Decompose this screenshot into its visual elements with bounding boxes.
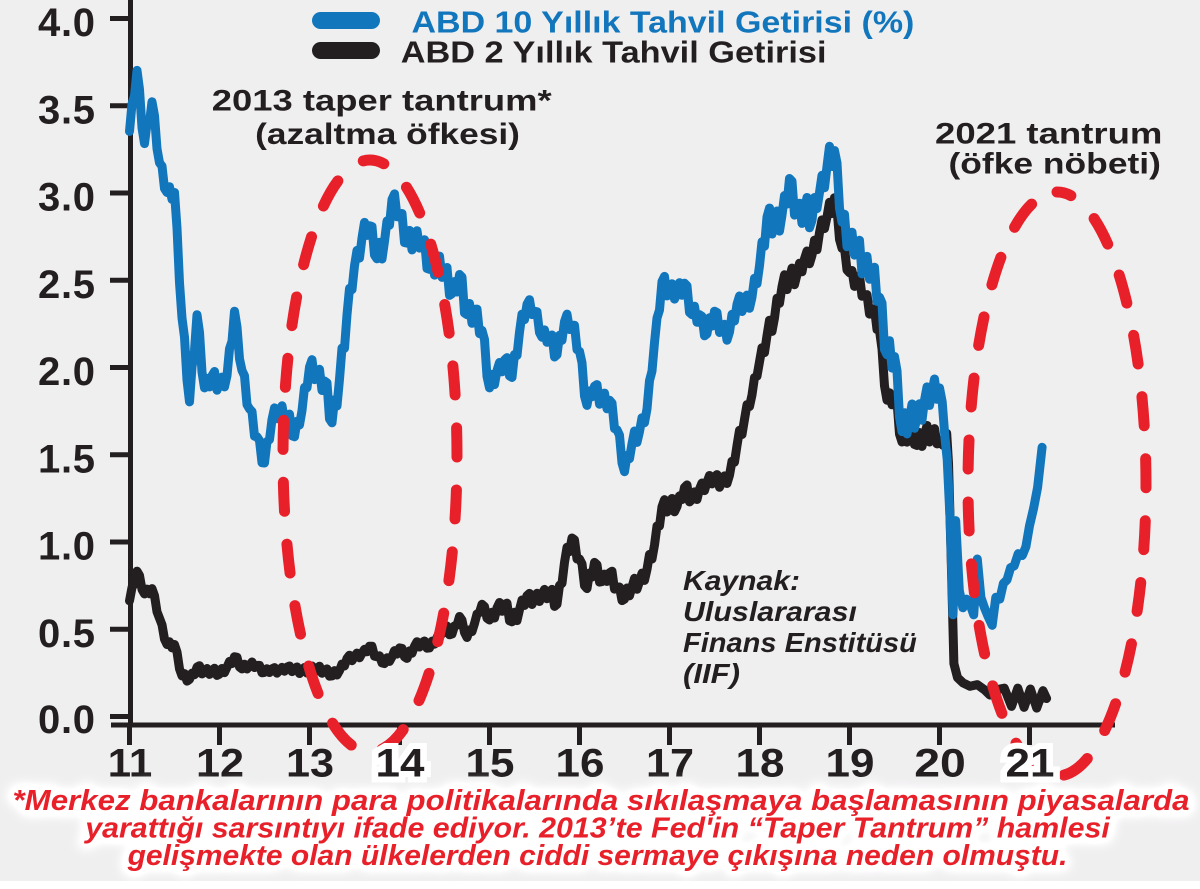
svg-text:ABD 10 Yıllık Tahvil Getirisi: ABD 10 Yıllık Tahvil Getirisi (%) [412, 5, 915, 39]
svg-text:15: 15 [466, 740, 515, 785]
svg-text:gelişmekte olan ülkelerden cid: gelişmekte olan ülkelerden ciddi sermaye… [127, 841, 1068, 872]
svg-text:13: 13 [286, 740, 334, 785]
svg-text:16: 16 [556, 740, 605, 785]
svg-text:21: 21 [1006, 740, 1055, 785]
svg-text:1.5: 1.5 [38, 437, 95, 481]
svg-text:0.5: 0.5 [38, 612, 95, 656]
svg-text:*Merkez bankalarının para poli: *Merkez bankalarının para politikalarınd… [13, 785, 1190, 816]
svg-text:20: 20 [914, 741, 966, 785]
svg-text:18: 18 [736, 740, 785, 785]
svg-text:2.0: 2.0 [38, 350, 95, 394]
svg-text:3.0: 3.0 [38, 176, 95, 220]
svg-text:yarattığı sarsıntıyı ifade edi: yarattığı sarsıntıyı ifade ediyor. 2013’… [83, 812, 1110, 844]
svg-text:19: 19 [826, 740, 875, 785]
svg-text:Kaynak:: Kaynak: [683, 566, 800, 597]
svg-text:3.5: 3.5 [38, 88, 95, 132]
svg-text:14: 14 [376, 740, 426, 785]
svg-text:11: 11 [108, 740, 152, 785]
svg-text:(IIF): (IIF) [683, 658, 740, 689]
svg-text:Finans Enstitüsü: Finans Enstitüsü [683, 627, 917, 658]
svg-text:(öfke nöbeti): (öfke nöbeti) [948, 146, 1160, 180]
svg-text:0.0: 0.0 [38, 698, 95, 742]
svg-text:2021 tantrum: 2021 tantrum [935, 117, 1162, 150]
svg-text:*Merkez bankalarının para poli: *Merkez bankalarının para politikalarınd… [13, 785, 1190, 816]
svg-text:2013 taper tantrum*: 2013 taper tantrum* [212, 84, 552, 117]
svg-text:yarattığı sarsıntıyı ifade edi: yarattığı sarsıntıyı ifade ediyor. 2013’… [83, 812, 1110, 844]
svg-text:2.5: 2.5 [38, 263, 95, 307]
svg-text:4.0: 4.0 [38, 1, 95, 45]
svg-text:(azaltma öfkesi): (azaltma öfkesi) [255, 117, 520, 151]
svg-text:12: 12 [196, 740, 244, 785]
svg-text:ABD 2 Yıllık Tahvil Getirisi: ABD 2 Yıllık Tahvil Getirisi [401, 34, 827, 69]
svg-text:17: 17 [646, 740, 694, 785]
svg-text:gelişmekte olan ülkelerden cid: gelişmekte olan ülkelerden ciddi sermaye… [127, 841, 1068, 872]
svg-text:Uluslararası: Uluslararası [683, 597, 857, 628]
svg-text:1.0: 1.0 [38, 525, 95, 569]
